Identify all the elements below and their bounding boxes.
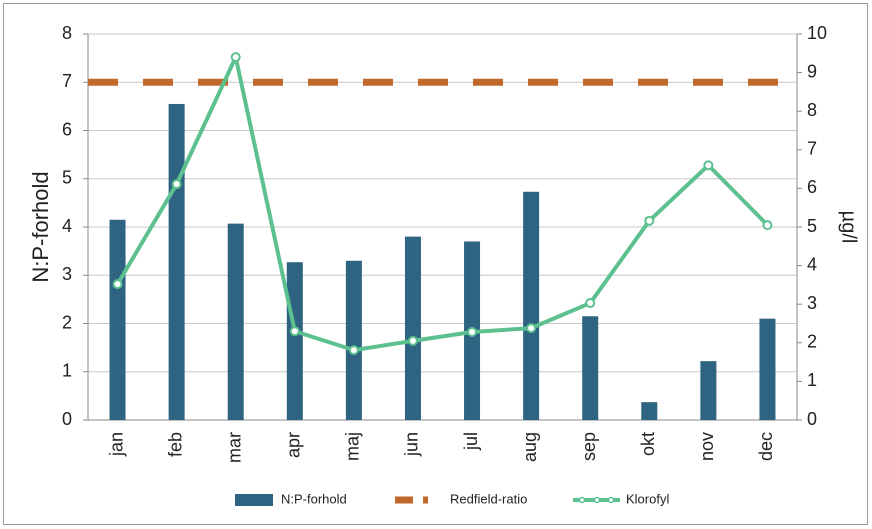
y-tick-label: 7 — [62, 71, 72, 91]
x-tick-label: feb — [165, 432, 185, 457]
legend-label: N:P-forhold — [281, 491, 347, 506]
bar — [286, 262, 303, 420]
x-tick-label: sep — [579, 432, 599, 461]
y-tick-label: 5 — [62, 168, 72, 188]
x-tick-label: aug — [520, 432, 540, 462]
legend-label: Redfield-ratio — [450, 491, 527, 506]
line-marker — [289, 326, 300, 337]
bar — [700, 361, 717, 420]
line-marker — [112, 279, 123, 290]
y-tick-label: 2 — [62, 312, 72, 332]
bar — [641, 402, 658, 420]
bar — [168, 103, 185, 421]
legend-label: Klorofyl — [626, 491, 669, 506]
bar — [227, 223, 244, 420]
bar — [523, 191, 540, 420]
y2-tick-label: 5 — [807, 216, 817, 236]
bar — [345, 260, 362, 420]
bar — [109, 219, 126, 420]
line-marker — [407, 335, 418, 346]
line-marker — [230, 52, 241, 63]
y2-tick-label: 10 — [807, 23, 827, 43]
chart-frame — [3, 3, 868, 525]
x-tick-label: jul — [461, 432, 481, 451]
line-marker — [762, 220, 773, 231]
y-tick-label: 1 — [62, 361, 72, 381]
y-tick-label: 4 — [62, 216, 72, 236]
y-tick-label: 8 — [62, 23, 72, 43]
y2-axis-label: µg/l — [838, 211, 860, 244]
x-tick-label: maj — [343, 432, 363, 461]
legend-swatch — [578, 496, 586, 504]
y-tick-label: 0 — [62, 409, 72, 429]
bar — [582, 316, 599, 420]
bar — [404, 236, 421, 420]
line-marker — [644, 215, 655, 226]
line-marker — [348, 345, 359, 356]
y2-tick-label: 9 — [807, 61, 817, 81]
line — [115, 55, 769, 353]
line-marker — [585, 298, 596, 309]
line-marker — [467, 326, 478, 337]
line-marker — [703, 160, 714, 171]
x-tick-label: jan — [106, 432, 126, 457]
y2-tick-label: 8 — [807, 100, 817, 120]
y-tick-label: 6 — [62, 119, 72, 139]
y2-tick-label: 4 — [807, 254, 817, 274]
y2-tick-label: 1 — [807, 370, 817, 390]
legend-swatch — [593, 496, 601, 504]
y2-tick-label: 6 — [807, 177, 817, 197]
x-tick-label: mar — [224, 432, 244, 463]
line-marker — [526, 323, 537, 334]
y2-tick-label: 0 — [807, 409, 817, 429]
y2-tick-label: 2 — [807, 332, 817, 352]
bar — [759, 318, 776, 420]
y2-tick-label: 7 — [807, 139, 817, 159]
line-marker — [171, 179, 182, 190]
legend-swatch — [607, 496, 615, 504]
y2-tick-label: 3 — [807, 293, 817, 313]
y-axis-label: N:P-forhold — [28, 171, 53, 282]
x-tick-label: dec — [756, 432, 776, 461]
legend-swatch — [235, 494, 273, 506]
x-tick-label: apr — [284, 432, 304, 458]
y-tick-label: 3 — [62, 264, 72, 284]
x-tick-label: jun — [402, 432, 422, 457]
x-tick-label: okt — [638, 432, 658, 456]
x-tick-label: nov — [697, 432, 717, 461]
